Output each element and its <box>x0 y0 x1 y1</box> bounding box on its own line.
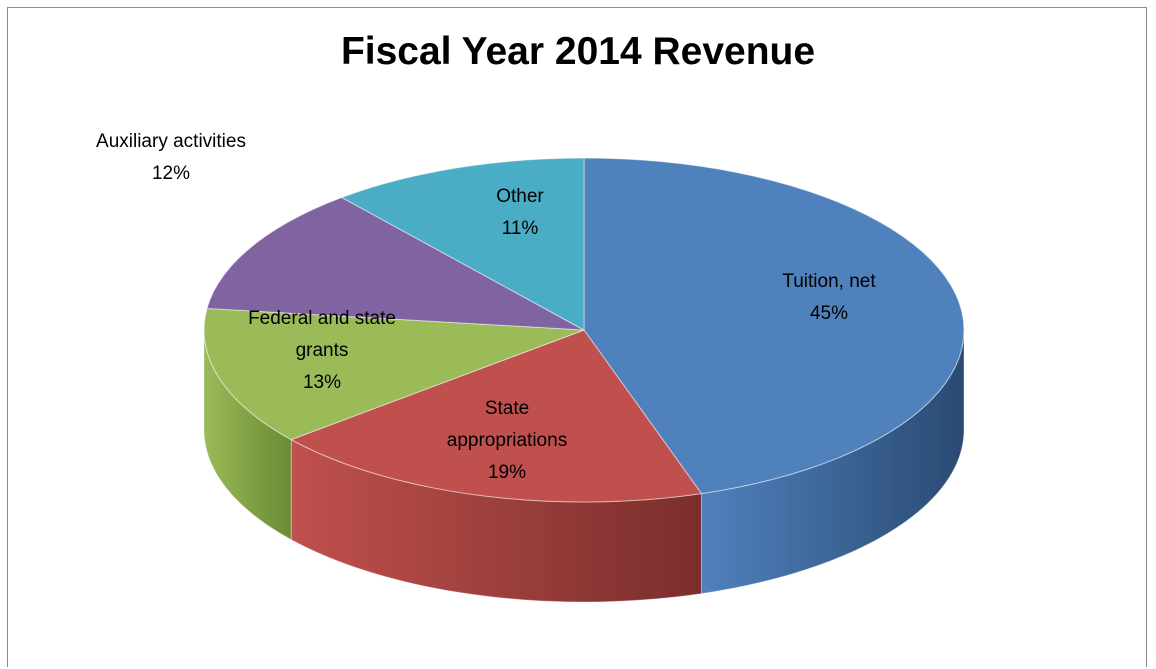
slice-label-state-appropriations: State appropriations 19% <box>447 398 567 483</box>
pie-slices <box>203 157 965 503</box>
slice-percent: 19% <box>488 462 526 483</box>
chart-title: Fiscal Year 2014 Revenue <box>340 30 816 73</box>
slice-name-line: Other <box>496 186 544 207</box>
slice-label-auxiliary-activities: Auxiliary activities 12% <box>96 131 246 184</box>
slice-tuition-net[interactable] <box>583 157 965 495</box>
slice-name-line: Federal and state <box>248 308 396 329</box>
slice-label-other: Other 11% <box>496 186 544 239</box>
slice-name-line: appropriations <box>447 430 567 451</box>
pie-labels: Tuition, net 45% State appropriations 19% Fed… <box>96 131 876 483</box>
slice-name-line: Tuition, net <box>782 271 876 292</box>
slice-name-line: grants <box>296 340 349 361</box>
slice-name-line: Auxiliary activities <box>96 131 246 152</box>
slice-label-federal-and-state-grants: Federal and state grants 13% <box>248 308 396 393</box>
pie-sides <box>203 329 965 603</box>
slice-percent: 11% <box>502 218 539 239</box>
slice-percent: 45% <box>810 303 848 324</box>
slice-auxiliary-activities[interactable] <box>206 196 585 331</box>
slice-name-line: State <box>485 398 529 419</box>
slice-percent: 13% <box>303 372 341 393</box>
slice-other[interactable] <box>340 157 585 331</box>
slice-label-tuition-net: Tuition, net 45% <box>782 271 876 324</box>
slice-percent: 12% <box>152 163 190 184</box>
slice-state-appropriations[interactable] <box>289 329 703 503</box>
slice-federal-and-state-grants[interactable] <box>203 307 585 441</box>
